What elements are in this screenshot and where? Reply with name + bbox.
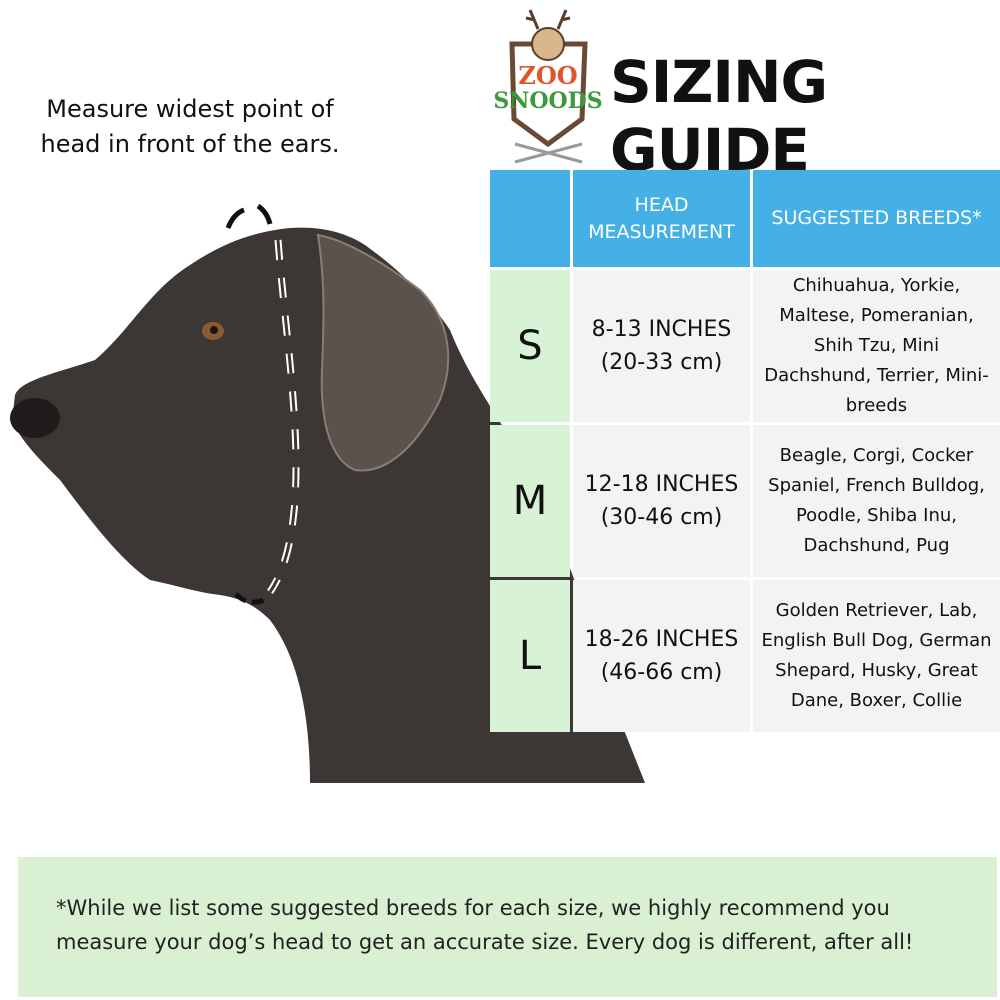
page-title: SIZING GUIDE [610, 48, 828, 184]
measure-instruction: Measure widest point of head in front of… [40, 95, 340, 158]
measurement-cm: (46-66 cm) [600, 660, 723, 685]
measurement-inches: 12-18 INCHES [584, 472, 739, 497]
measurement-cm: (20-33 cm) [600, 350, 723, 375]
header-suggested-breeds: SUGGESTED BREEDS* [753, 170, 1000, 267]
measurement-cm: (30-46 cm) [600, 505, 723, 530]
svg-text:SNOODS: SNOODS [493, 88, 602, 114]
header-head-measurement: HEAD MEASUREMENT [573, 170, 750, 267]
breeds-s: Chihuahua, Yorkie, Maltese, Pomeranian, … [753, 270, 1000, 422]
measurement-inches: 8-13 INCHES [591, 317, 732, 342]
header-size [490, 170, 570, 267]
great-dane-photo [10, 203, 645, 783]
measurement-s: 8-13 INCHES (20-33 cm) [573, 270, 750, 422]
measurement-inches: 18-26 INCHES [584, 627, 739, 652]
size-label-m: M [490, 425, 570, 577]
size-label-l: L [490, 580, 570, 732]
measurement-m: 12-18 INCHES (30-46 cm) [573, 425, 750, 577]
breeds-m: Beagle, Corgi, Cocker Spaniel, French Bu… [753, 425, 1000, 577]
size-label-s: S [490, 270, 570, 422]
breeds-l: Golden Retriever, Lab, English Bull Dog,… [753, 580, 1000, 732]
svg-text:ZOO: ZOO [518, 61, 577, 90]
disclaimer-note: *While we list some suggested breeds for… [18, 857, 997, 997]
zoo-snoods-logo: ZOO SNOODS [493, 9, 603, 164]
measurement-l: 18-26 INCHES (46-66 cm) [573, 580, 750, 732]
